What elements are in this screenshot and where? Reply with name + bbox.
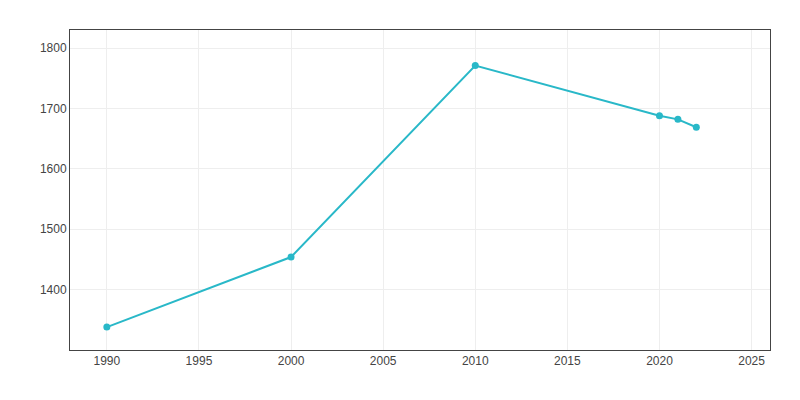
svg-text:2015: 2015 xyxy=(554,354,581,368)
svg-text:1600: 1600 xyxy=(40,162,67,176)
svg-text:2005: 2005 xyxy=(370,354,397,368)
svg-text:1400: 1400 xyxy=(40,283,67,297)
svg-text:2010: 2010 xyxy=(462,354,489,368)
svg-text:2025: 2025 xyxy=(738,354,765,368)
svg-text:1995: 1995 xyxy=(186,354,213,368)
svg-text:1700: 1700 xyxy=(40,102,67,116)
svg-text:2020: 2020 xyxy=(646,354,673,368)
svg-text:2000: 2000 xyxy=(278,354,305,368)
svg-text:1990: 1990 xyxy=(93,354,120,368)
svg-text:1500: 1500 xyxy=(40,222,67,236)
svg-text:1800: 1800 xyxy=(40,41,67,55)
